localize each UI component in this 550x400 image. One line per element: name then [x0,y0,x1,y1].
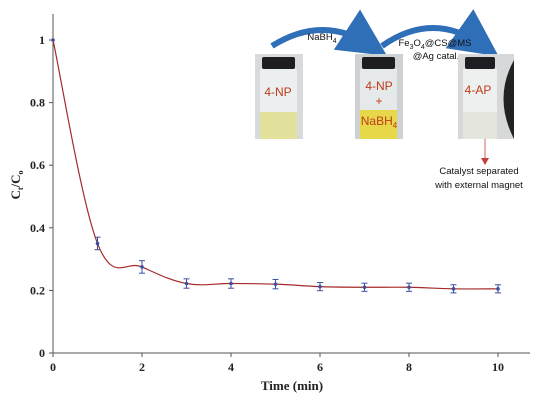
x-tick-label: 10 [492,360,504,374]
arrow-2-label-line1: Fe3O4@CS@MS [398,38,471,51]
reaction-arrow-1 [270,9,388,56]
data-point [229,281,233,286]
vial-4np-nabh4: 4-NP + NaBH4 [355,54,403,139]
annotation-line1: Catalyst separated [439,166,518,177]
vial-4np: 4-NP [255,54,303,139]
data-point [496,287,500,291]
data-point [140,265,144,269]
y-tick-label: 0.8 [30,96,45,110]
data-point [273,282,278,286]
data-point [184,281,189,286]
y-tick-label: 0.6 [30,158,45,172]
vial-4ap-with-magnet: 4-AP [458,54,514,139]
x-tick-label: 4 [228,360,234,374]
y-tick-label: 0 [39,346,45,360]
x-tick-label: 0 [50,360,56,374]
data-point [407,285,411,290]
y-tick-label: 0.4 [30,221,45,235]
series-line [52,39,499,290]
x-tick-label: 6 [317,360,323,374]
vial-2-label-plus: + [375,94,382,108]
data-point [362,285,367,290]
x-tick-group: 0 2 4 6 8 10 [50,353,504,374]
y-tick-group: 0 0.2 0.4 0.6 0.8 1 [30,33,53,360]
arrow-1-label: NaBH4 [307,32,336,45]
data-point [95,241,100,246]
vial-2-label-top: 4-NP [365,79,392,93]
annotation-line2: with external magnet [434,180,523,191]
external-magnet [503,60,514,139]
vial-1-label: 4-NP [264,85,291,99]
arrow-2-label-line2: @Ag catal. [413,51,460,62]
data-point [318,284,322,289]
x-tick-label: 8 [406,360,412,374]
vial-2-label-bottom: NaBH4 [361,114,398,130]
x-axis-title: Time (min) [261,378,323,393]
y-axis-title: Ct/Co [8,170,25,199]
reaction-arrow-2 [380,9,499,57]
data-point [51,38,55,42]
y-tick-label: 1 [39,33,45,47]
marker-group [51,38,500,291]
data-point [451,287,456,291]
y-tick-label: 0.2 [30,283,45,297]
error-bar-group [94,236,501,294]
reaction-inset: NaBH4 Fe3O4@CS@MS @Ag catal. 4-NP 4-NP +… [255,9,523,191]
x-tick-label: 2 [139,360,145,374]
vial-3-label: 4-AP [465,83,492,97]
